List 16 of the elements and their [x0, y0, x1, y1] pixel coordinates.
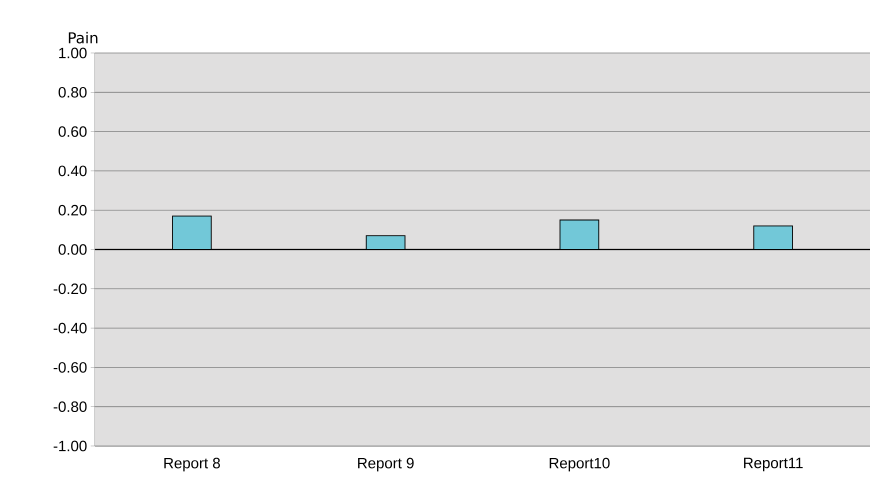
- x-tick-label: Report11: [744, 458, 803, 472]
- y-tick-label: 0.60: [58, 126, 87, 137]
- y-tick-label: -0.40: [54, 322, 87, 334]
- y-tick-label: 0.80: [58, 86, 87, 98]
- x-tick-label: Report 8: [164, 458, 220, 472]
- y-tick-label: -0.80: [54, 401, 87, 412]
- y-tick-label: 0.20: [58, 204, 87, 216]
- y-tick-label: 0.40: [58, 166, 87, 176]
- y-tick-label: 1.00: [59, 48, 87, 58]
- y-tick-label: -0.60: [54, 362, 87, 373]
- x-tick-label: Report10: [550, 458, 610, 472]
- y-tick-label: -0.20: [54, 283, 87, 294]
- y-tick-label: -1.00: [54, 440, 87, 452]
- y-axis-title: Pain: [68, 32, 98, 44]
- x-tick-label: Report 9: [358, 458, 414, 472]
- y-tick-label: 0.00: [58, 244, 87, 255]
